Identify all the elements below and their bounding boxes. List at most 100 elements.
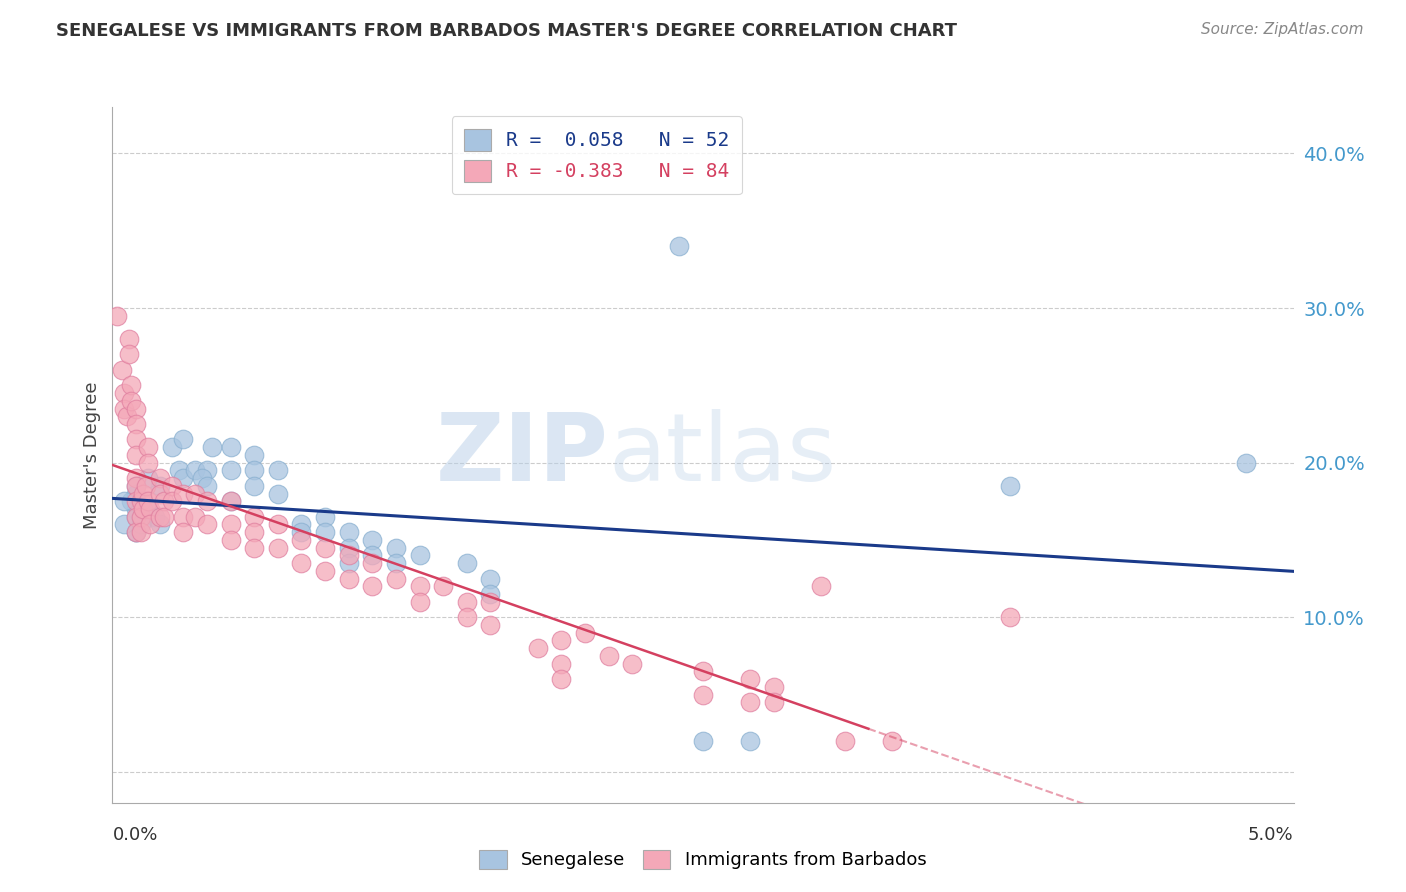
Point [456,610,478,624]
Point [172,525,194,540]
Point [219,440,242,454]
Point [621,657,644,671]
Point [125,401,148,416]
Point [267,486,290,500]
Point [385,572,408,586]
Point [129,517,152,532]
Point [456,556,478,570]
Point [267,541,290,555]
Point [243,448,266,462]
Point [125,502,148,516]
Point [125,486,148,500]
Point [337,541,360,555]
Point [361,549,384,563]
Point [172,486,194,500]
Point [149,479,172,493]
Point [125,471,148,485]
Point [361,579,384,593]
Point [160,494,183,508]
Point [290,517,312,532]
Point [479,618,502,632]
Point [125,509,148,524]
Point [135,479,157,493]
Point [810,579,832,593]
Point [129,509,152,524]
Point [115,409,138,424]
Point [456,595,478,609]
Point [361,556,384,570]
Point [880,734,903,748]
Point [314,509,336,524]
Y-axis label: Master's Degree: Master's Degree [83,381,101,529]
Point [125,417,148,431]
Point [668,239,690,253]
Point [834,734,856,748]
Point [361,533,384,547]
Point [219,494,242,508]
Point [290,556,312,570]
Point [136,494,159,508]
Point [149,486,172,500]
Point [267,517,290,532]
Point [172,433,194,447]
Point [136,456,159,470]
Point [105,309,128,323]
Point [740,672,762,686]
Point [112,494,135,508]
Point [139,517,162,532]
Point [112,517,135,532]
Point [479,595,502,609]
Point [762,695,785,709]
Point [143,509,166,524]
Point [243,541,266,555]
Point [219,494,242,508]
Point [337,572,360,586]
Point [219,463,242,477]
Point [408,595,430,609]
Point [314,541,336,555]
Point [125,509,148,524]
Point [998,479,1021,493]
Point [314,525,336,540]
Point [195,463,218,477]
Point [219,517,242,532]
Point [112,401,135,416]
Point [118,332,141,346]
Point [479,587,502,601]
Point [479,572,502,586]
Point [132,486,155,500]
Point [125,525,148,540]
Text: Source: ZipAtlas.com: Source: ZipAtlas.com [1201,22,1364,37]
Point [149,509,172,524]
Point [195,494,218,508]
Point [432,579,454,593]
Point [129,525,152,540]
Text: 5.0%: 5.0% [1249,826,1294,844]
Point [111,363,134,377]
Point [243,463,266,477]
Point [184,486,207,500]
Point [1234,456,1257,470]
Point [762,680,785,694]
Point [125,433,148,447]
Point [118,347,141,361]
Point [998,610,1021,624]
Point [149,517,172,532]
Point [132,502,155,516]
Point [526,641,548,656]
Point [153,494,176,508]
Point [191,471,214,485]
Point [550,657,572,671]
Text: atlas: atlas [609,409,837,501]
Point [172,471,194,485]
Point [125,479,148,493]
Point [120,378,142,392]
Point [385,541,408,555]
Point [129,494,152,508]
Text: 0.0%: 0.0% [112,826,157,844]
Point [692,688,714,702]
Point [692,734,714,748]
Point [243,509,266,524]
Point [112,386,135,401]
Point [172,509,194,524]
